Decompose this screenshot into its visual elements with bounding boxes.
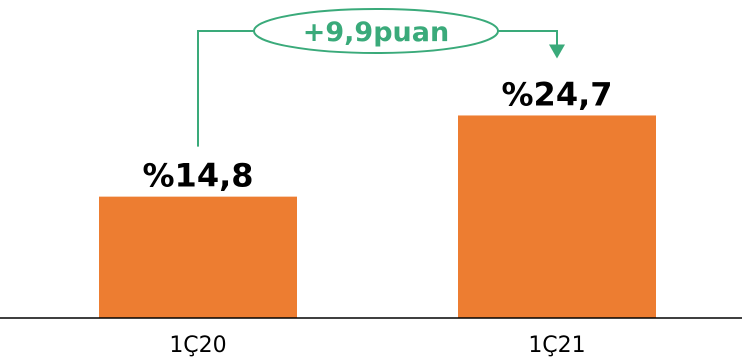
x-tick-label-1: 1Ç20 [169,333,226,358]
x-tick-labels: 1Ç20 1Ç21 [169,333,585,358]
bar-2 [458,115,656,319]
bar-1 [99,196,297,318]
bars [99,115,656,319]
change-ellipse [253,8,499,54]
bar-value-label-1: %14,8 [142,157,253,195]
arrowhead-icon [549,44,565,59]
bar-value-label-2: %24,7 [501,75,612,113]
change-annotation: +9,9puan [197,8,565,147]
data-labels: %14,8 %24,7 [142,75,612,194]
change-label: +9,9puan [303,17,449,48]
x-tick-label-2: 1Ç21 [528,333,585,358]
